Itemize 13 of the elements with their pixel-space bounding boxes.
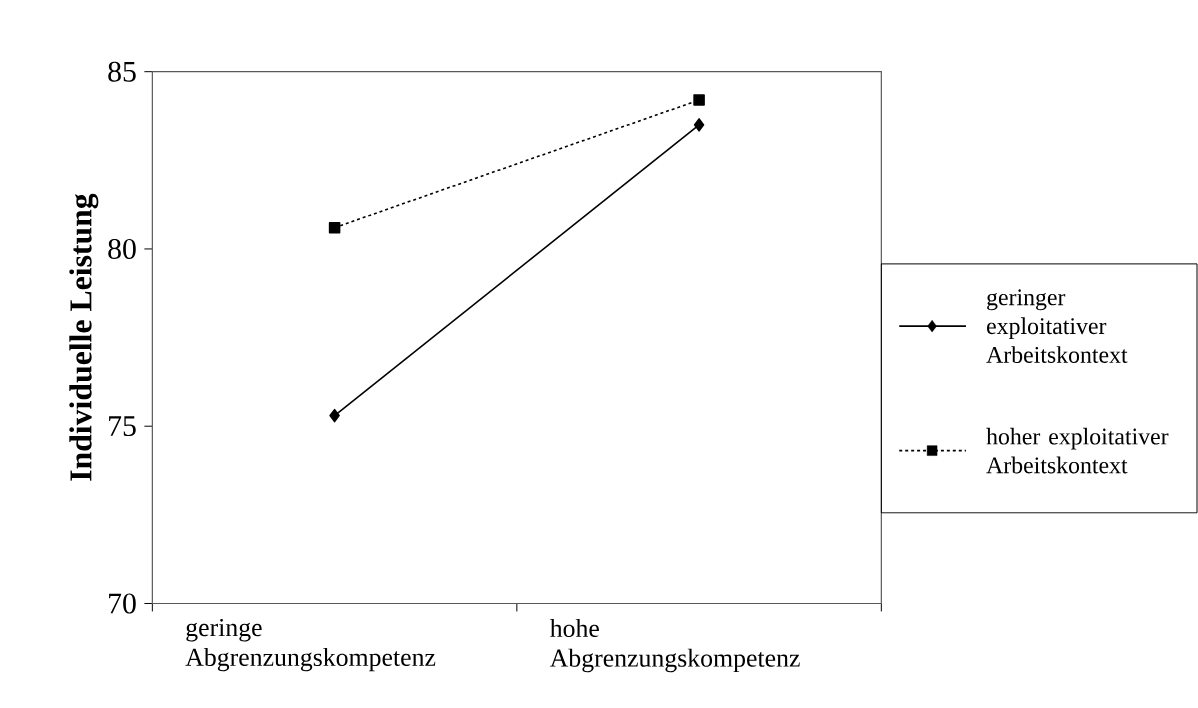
point	[693, 118, 705, 132]
x-tick-label: geringe Abgrenzungskompetenz	[185, 618, 436, 672]
y-tick-label: 85	[108, 61, 136, 82]
y-tick-label: 70	[109, 593, 136, 614]
x-tick-label: hohe Abgrenzungskompetenz	[549, 618, 800, 673]
point	[693, 94, 705, 106]
y-axis-title: Individuelle Leistung	[69, 193, 99, 481]
point	[329, 408, 340, 423]
y-tick-label: 80	[108, 238, 136, 259]
legend-label: hoher exploitativer Arbeitskontext	[986, 427, 1169, 474]
legend-label: geringer exploitativer Arbeitskontext	[986, 289, 1128, 363]
y-tick-label: 75	[109, 416, 136, 437]
point	[328, 221, 341, 234]
